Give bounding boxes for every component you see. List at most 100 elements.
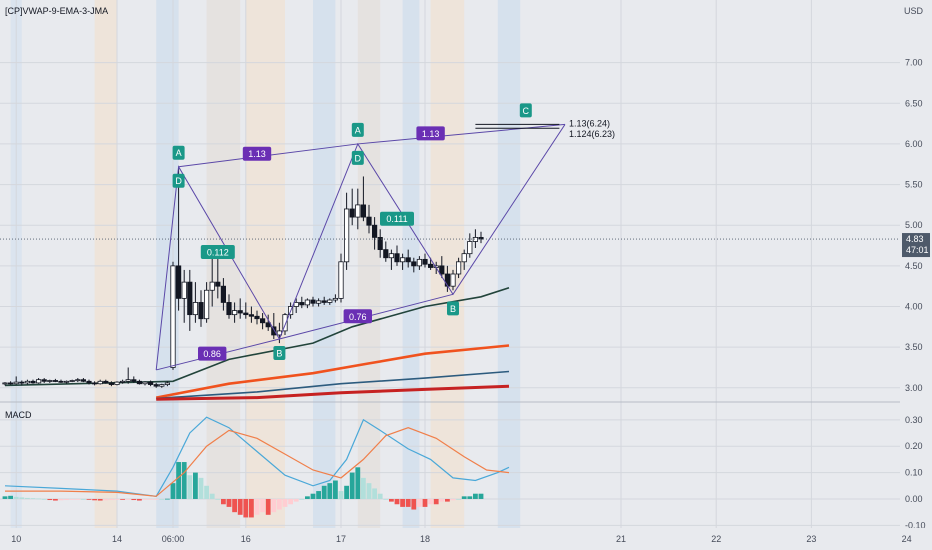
candle-body	[215, 281, 221, 287]
candle-body	[231, 310, 238, 316]
time-tick-label: 14	[112, 534, 122, 544]
pattern-ratio-label-text: 1.13	[422, 129, 440, 139]
macd-histogram-bar	[204, 485, 209, 499]
macd-histogram-bar	[355, 467, 361, 499]
session-band-1	[94, 0, 117, 530]
candle-body	[411, 261, 417, 267]
time-tick-label: 24	[902, 534, 912, 544]
macd-histogram-bar	[36, 498, 41, 500]
macd-histogram-bar	[405, 498, 411, 507]
macd-histogram-bar	[433, 498, 439, 505]
candle-body	[198, 302, 204, 320]
macd-histogram-bar	[282, 498, 288, 507]
macd-histogram-bar	[254, 498, 260, 515]
currency-label: USD	[904, 6, 924, 16]
candle-body	[192, 302, 198, 316]
pattern-ratio-label: 0.86	[198, 346, 227, 361]
macd-histogram-bar	[265, 498, 271, 515]
macd-histogram-bar	[327, 483, 333, 499]
pattern-ratio-label-text: 0.76	[349, 312, 367, 322]
macd-histogram-bar	[187, 475, 193, 499]
harmonic-pattern: 1.13(6.24)1.124(6.23) A D B A D B C 1.13 1.13 0.11…	[155, 103, 615, 371]
pattern-point-label: C	[519, 103, 532, 118]
pattern-point-label-bg	[172, 173, 185, 188]
pattern-point-label-text: D	[355, 153, 362, 163]
macd-histogram-bar	[114, 498, 120, 500]
pattern-ratio-label-text: 0.86	[203, 349, 221, 359]
candle-body	[237, 310, 243, 314]
pattern-point-label-text: D	[175, 176, 182, 186]
pattern-ratio-label: 0.112	[200, 245, 235, 260]
candle-body	[461, 253, 467, 263]
candle-body	[472, 237, 479, 242]
price-axis-bg	[900, 0, 932, 550]
candle-body	[467, 241, 473, 255]
candle-body	[58, 380, 64, 383]
candle-body	[30, 380, 36, 384]
candle-body	[455, 261, 462, 275]
candle-body	[332, 297, 339, 301]
candle-body	[293, 302, 299, 307]
candle-body	[259, 318, 266, 324]
macd-histogram-bar	[316, 491, 321, 499]
macd-histogram-bar	[394, 498, 400, 505]
candle-body	[97, 380, 103, 385]
price-tick-label: 7.00	[905, 58, 923, 68]
session-band-9	[497, 0, 521, 530]
macd-histogram-bar	[176, 462, 181, 499]
pattern-ratio-label-bg	[416, 126, 445, 141]
price-badge-bg	[902, 233, 930, 258]
candle-body	[394, 253, 400, 263]
macd-histogram-bar	[125, 498, 131, 500]
pattern-point-label-bg	[447, 301, 459, 316]
macd-tick-label: 0.30	[905, 415, 923, 425]
candle-body	[24, 380, 31, 384]
session-band-7	[402, 0, 420, 530]
session-band-5	[313, 0, 336, 530]
macd-histogram-bar	[120, 498, 125, 500]
macd-histogram-bar	[333, 480, 338, 499]
macd-histogram-bar	[349, 472, 355, 499]
macd-histogram-bar	[97, 498, 103, 501]
candle-body	[349, 208, 355, 218]
candle-body	[170, 265, 176, 368]
macd-histogram-bar	[366, 483, 372, 499]
candle-body	[13, 381, 19, 385]
pattern-point-label: A	[351, 122, 364, 137]
macd-histogram-bar	[103, 498, 109, 501]
candle-body	[450, 273, 456, 287]
pattern-ratio-label-text: 0.112	[207, 248, 229, 258]
candle-body	[41, 379, 47, 382]
candle-body	[47, 380, 53, 382]
candle-body	[108, 382, 114, 385]
macd-histogram-bar	[47, 498, 53, 501]
macd-histogram-bar	[53, 498, 58, 501]
macd-histogram-bar	[372, 488, 377, 499]
macd-histogram-bar	[58, 498, 64, 501]
candle-body	[422, 258, 428, 265]
macd-histogram-bar	[271, 498, 277, 513]
macd-histogram-bar	[232, 498, 237, 513]
price-tick-label: 5.00	[905, 220, 923, 230]
pattern-point-label-bg	[351, 150, 364, 165]
candle-body	[80, 379, 86, 382]
macd-histogram-bar	[293, 498, 299, 502]
macd-histogram-bar	[64, 498, 69, 501]
pattern-point-label: B	[273, 346, 286, 361]
time-tick-label: 06:00	[162, 534, 185, 544]
macd-histogram-bar	[338, 491, 344, 499]
pattern-ratio-label-text: 1.13	[248, 149, 266, 159]
candle-body	[248, 314, 254, 317]
moving-average-lines	[4, 287, 510, 401]
price-tick-label: 6.00	[905, 139, 923, 149]
macd-histogram-bar	[209, 493, 215, 499]
candle-body	[254, 315, 260, 320]
macd-tick-label: 0.20	[905, 441, 923, 451]
pattern-zigzag	[155, 124, 566, 370]
macd-histogram-bar	[226, 498, 232, 507]
candle-body	[226, 302, 232, 316]
time-tick-label: 23	[806, 534, 816, 544]
candle-body	[75, 379, 81, 382]
